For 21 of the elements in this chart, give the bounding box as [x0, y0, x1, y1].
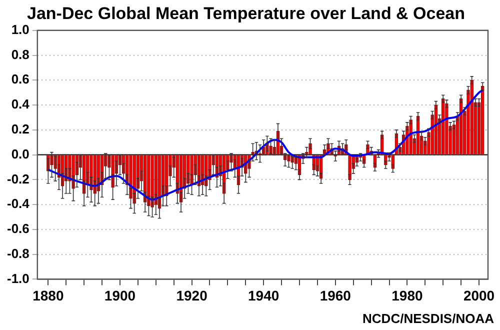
x-tick-label: 2000 [463, 287, 495, 304]
y-tick-label: 0.4 [11, 96, 30, 112]
y-tick-label: -0.6 [6, 221, 30, 236]
x-tick-label: 1920 [176, 287, 208, 304]
y-tick-label: -1.0 [6, 270, 30, 286]
y-tick-label: 0.2 [11, 122, 30, 136]
x-tick-label: 1900 [104, 287, 136, 304]
y-tick-label: 0.6 [11, 72, 30, 87]
x-tick-label: 1960 [320, 287, 352, 304]
x-tick-label: 1880 [32, 287, 64, 304]
y-tick-label: 0.0 [11, 146, 30, 162]
x-tick-label: 1980 [392, 287, 423, 304]
chart-title: Jan-Dec Global Mean Temperature over Land & Ocean [26, 4, 466, 23]
line-series [47, 89, 484, 201]
y-tick-label: -0.4 [6, 196, 30, 212]
y-tick-label: -0.2 [6, 171, 30, 186]
y-tick-label: 1.0 [11, 22, 30, 37]
x-tick-label: 1940 [248, 287, 280, 304]
y-tick-label: 0.8 [11, 46, 30, 62]
y-tick-label: -0.8 [6, 246, 30, 261]
text: NCDC/NESDIS/NOAA [362, 311, 495, 326]
